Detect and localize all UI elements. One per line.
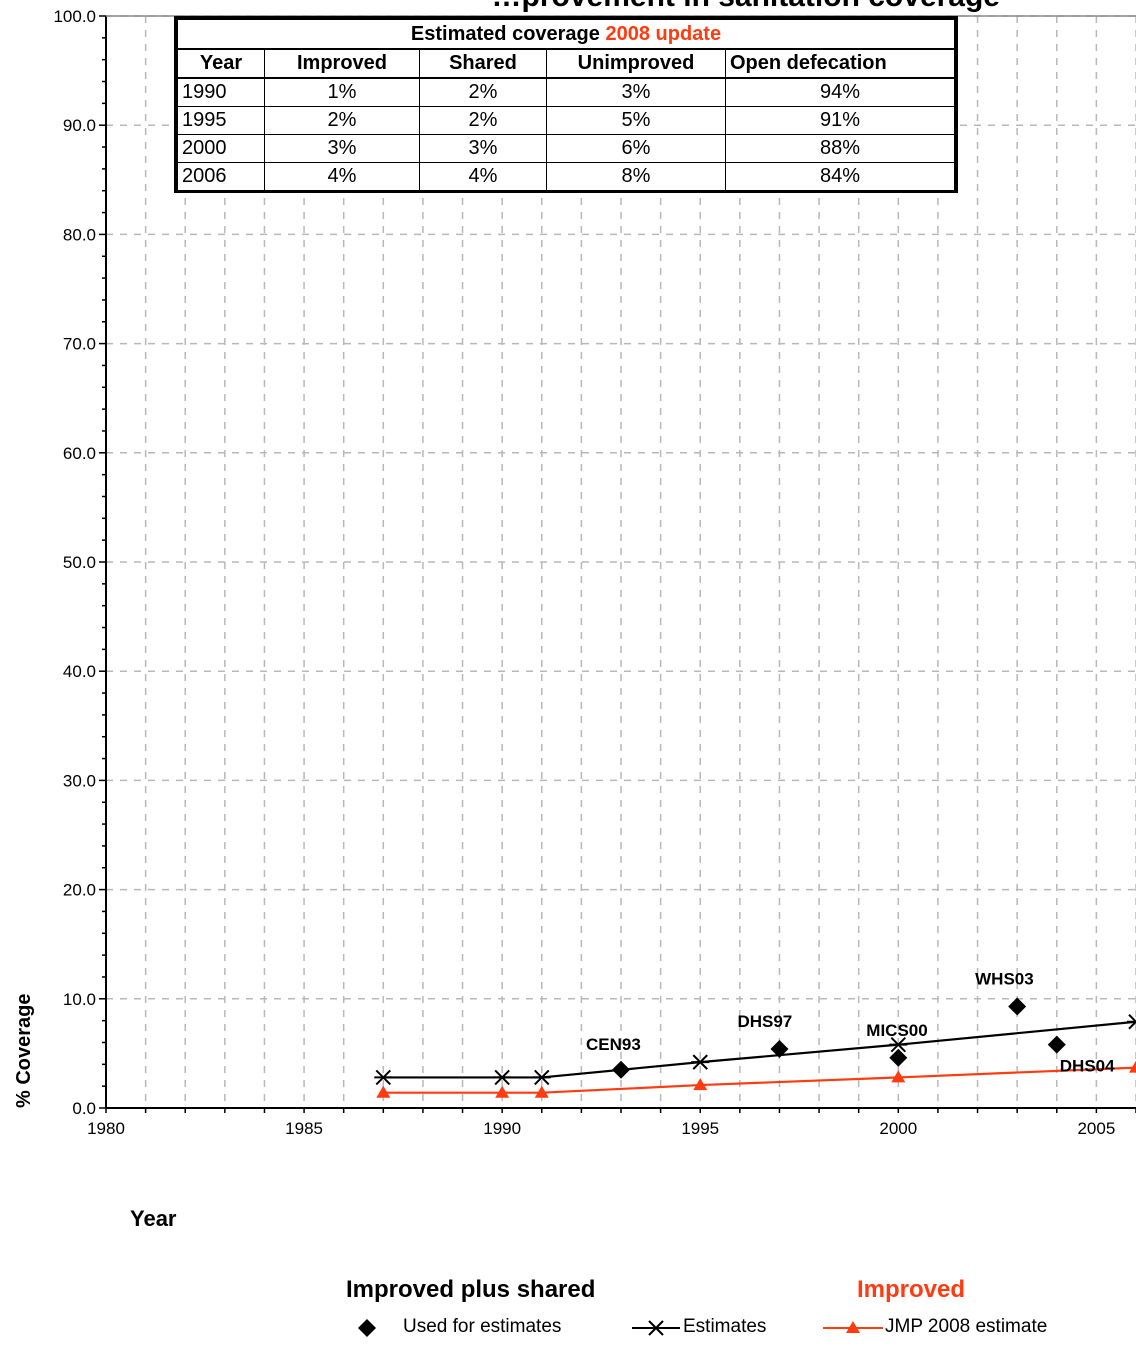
triangle-marker <box>495 1085 510 1098</box>
y-tick-label: 60.0 <box>63 444 96 463</box>
table-cell: 1995 <box>177 106 265 135</box>
table-cell: 2% <box>264 106 420 135</box>
series-markers <box>374 997 1136 1098</box>
col-header: Open defecation <box>725 48 955 79</box>
star-marker <box>889 1036 908 1053</box>
table-cell: 2006 <box>177 162 265 190</box>
series-line <box>383 1066 1136 1094</box>
table-row: 1990 1% 2% 3% 94% <box>177 77 955 107</box>
x-tick-label: 2000 <box>879 1119 917 1138</box>
col-header: Year <box>177 48 265 79</box>
x-tick-label: 1985 <box>285 1119 323 1138</box>
data-point-label: MICS00 <box>866 1021 927 1040</box>
data-point-label: DHS97 <box>737 1012 792 1031</box>
y-tick-label: 20.0 <box>63 881 96 900</box>
x-tick-label: 1980 <box>87 1119 125 1138</box>
diamond-marker <box>770 1040 789 1059</box>
table-row: 1995 2% 2% 5% 91% <box>177 106 955 135</box>
table-cell: 84% <box>725 162 955 190</box>
triangle-marker <box>891 1070 906 1083</box>
y-tick-label: 80.0 <box>63 225 96 244</box>
table-cell: 5% <box>546 106 726 135</box>
subtitle-improved: Improved <box>857 1276 966 1303</box>
col-header: Improved <box>264 48 420 79</box>
y-tick-label: 100.0 <box>53 7 96 26</box>
legend-label-jmp-2008-estimate: JMP 2008 estimate <box>885 1316 1048 1337</box>
table-cell: 94% <box>725 77 955 107</box>
triangle-marker <box>693 1078 708 1091</box>
table-cell: 4% <box>419 162 547 190</box>
star-marker <box>374 1069 393 1086</box>
triangle-marker <box>1129 1060 1136 1073</box>
y-tick-label: 10.0 <box>63 990 96 1009</box>
data-point-label: CEN93 <box>586 1035 641 1054</box>
x-tick-label: 2005 <box>1077 1119 1115 1138</box>
table-cell: 3% <box>264 134 420 163</box>
table-cell: 2000 <box>177 134 265 163</box>
table-cell: 2% <box>419 106 547 135</box>
table-caption-text: Estimated coverage <box>410 22 600 45</box>
legend-label-used-for-estimates: Used for estimates <box>403 1316 562 1337</box>
star-marker <box>493 1069 512 1086</box>
data-point-label: DHS04 <box>1060 1057 1115 1076</box>
data-point-label: WHS03 <box>975 969 1034 988</box>
triangle-marker <box>376 1085 391 1098</box>
table-cell: 2% <box>419 77 547 107</box>
table-cell: 3% <box>419 134 547 163</box>
legend-icons <box>358 1319 883 1337</box>
y-tick-label: 70.0 <box>63 335 96 354</box>
y-tick-label: 50.0 <box>63 553 96 572</box>
table-caption: Estimated coverage 2008 update <box>177 19 955 50</box>
col-header: Unimproved <box>546 48 726 79</box>
triangle-marker <box>846 1321 860 1333</box>
table-row: 2000 3% 3% 6% 88% <box>177 134 955 163</box>
diamond-marker <box>358 1319 376 1337</box>
x-tick-label: 1995 <box>681 1119 719 1138</box>
star-marker <box>691 1054 710 1070</box>
diamond-marker <box>612 1060 630 1079</box>
chart-title: …provement in sanitation coverage <box>492 0 1000 13</box>
triangle-marker <box>534 1085 549 1098</box>
y-axis-label: % Coverage <box>13 994 35 1109</box>
diamond-marker <box>1008 997 1027 1016</box>
point-labels: CEN93 DHS97 MICS00 WHS03 DHS04 <box>586 969 1115 1075</box>
star-marker <box>647 1320 665 1336</box>
star-marker <box>1127 1014 1136 1030</box>
subtitle-improved-plus-shared: Improved plus shared <box>346 1276 596 1303</box>
table-header-row: Year Improved Shared Unimproved Open def… <box>177 48 955 79</box>
table-cell: 8% <box>546 162 726 190</box>
y-tick-label: 30.0 <box>63 771 96 790</box>
x-tick-label: 1990 <box>483 1119 521 1138</box>
y-tick-label: 40.0 <box>63 662 96 681</box>
table-cell: 1990 <box>177 77 265 107</box>
table-cell: 88% <box>725 134 955 163</box>
diamond-marker <box>1047 1035 1066 1054</box>
y-tick-label: 90.0 <box>63 116 96 135</box>
y-tick-label: 0.0 <box>72 1099 96 1118</box>
table-cell: 91% <box>725 106 955 135</box>
table-cell: 3% <box>546 77 726 107</box>
table-row: 2006 4% 4% 8% 84% <box>177 162 955 190</box>
col-header: Shared <box>419 48 547 79</box>
coverage-table: Estimated coverage 2008 update Year Impr… <box>174 16 958 193</box>
legend-label-estimates: Estimates <box>683 1316 767 1337</box>
star-marker <box>532 1069 551 1086</box>
table-cell: 4% <box>264 162 420 190</box>
table-cell: 1% <box>264 77 420 107</box>
diamond-marker <box>889 1048 908 1067</box>
x-axis-label: Year <box>130 1206 177 1231</box>
table-caption-accent: 2008 update <box>605 22 722 45</box>
table-cell: 6% <box>546 134 726 163</box>
tick-labels: 1980 1985 1990 1995 2000 20050.010.020.030.04… <box>53 7 1115 1138</box>
